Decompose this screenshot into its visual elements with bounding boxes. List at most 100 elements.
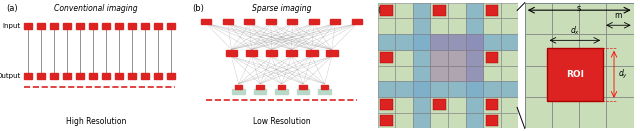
Bar: [154, 23, 163, 29]
Bar: [448, 50, 466, 66]
Bar: [278, 85, 285, 89]
Text: Low Resolution: Low Resolution: [253, 117, 310, 126]
Bar: [413, 81, 430, 97]
Bar: [413, 66, 430, 81]
Bar: [413, 113, 430, 128]
Bar: [430, 34, 448, 50]
Bar: [396, 97, 413, 113]
Bar: [246, 50, 257, 56]
Bar: [483, 34, 501, 50]
Bar: [500, 18, 518, 34]
Bar: [483, 3, 501, 18]
Bar: [257, 85, 264, 89]
Bar: [466, 34, 483, 50]
Bar: [244, 19, 254, 24]
Bar: [167, 23, 175, 29]
Bar: [483, 81, 501, 97]
Bar: [232, 89, 245, 94]
Text: (c): (c): [378, 6, 388, 15]
Bar: [275, 89, 288, 94]
Bar: [413, 97, 430, 113]
Bar: [226, 50, 237, 56]
Bar: [500, 50, 518, 66]
Bar: [448, 81, 466, 97]
Bar: [413, 3, 430, 18]
Bar: [486, 115, 499, 126]
Bar: [396, 3, 413, 18]
Text: Conventional imaging: Conventional imaging: [54, 4, 138, 13]
Bar: [413, 34, 430, 50]
Bar: [579, 34, 607, 66]
Bar: [466, 113, 483, 128]
Bar: [500, 3, 518, 18]
Bar: [430, 18, 448, 34]
Bar: [154, 73, 163, 79]
Bar: [448, 34, 466, 50]
Bar: [483, 18, 501, 34]
Bar: [448, 81, 466, 97]
Bar: [76, 23, 84, 29]
Bar: [430, 97, 448, 113]
Bar: [466, 66, 483, 81]
Bar: [413, 66, 430, 81]
Bar: [396, 66, 413, 81]
Bar: [466, 3, 483, 18]
Bar: [579, 97, 607, 128]
Bar: [378, 34, 396, 50]
Bar: [448, 50, 466, 66]
Bar: [128, 23, 136, 29]
Bar: [483, 97, 501, 113]
Bar: [525, 3, 552, 34]
Bar: [486, 5, 499, 16]
Bar: [466, 50, 483, 66]
Bar: [500, 97, 518, 113]
Text: s: s: [577, 4, 581, 13]
Bar: [378, 18, 396, 34]
Bar: [500, 81, 518, 97]
Bar: [500, 113, 518, 128]
Bar: [378, 50, 396, 66]
Bar: [50, 73, 58, 79]
Bar: [466, 81, 483, 97]
Bar: [552, 66, 579, 97]
Bar: [448, 34, 466, 50]
Bar: [483, 34, 501, 50]
Text: High Resolution: High Resolution: [66, 117, 126, 126]
Bar: [115, 73, 123, 79]
Bar: [607, 66, 634, 97]
Bar: [486, 52, 499, 63]
Bar: [466, 81, 483, 97]
Bar: [500, 34, 518, 50]
Bar: [102, 23, 110, 29]
Bar: [37, 23, 45, 29]
Bar: [500, 81, 518, 97]
Bar: [396, 81, 413, 97]
Bar: [607, 34, 634, 66]
Bar: [448, 113, 466, 128]
Bar: [413, 18, 430, 34]
Bar: [378, 34, 396, 50]
Bar: [318, 89, 331, 94]
Bar: [380, 99, 393, 110]
Bar: [89, 23, 97, 29]
Text: Output: Output: [0, 73, 20, 79]
Bar: [413, 50, 430, 66]
Bar: [525, 34, 552, 66]
Bar: [483, 81, 501, 97]
Bar: [24, 23, 32, 29]
Bar: [380, 5, 393, 16]
Bar: [466, 50, 483, 66]
Bar: [500, 34, 518, 50]
Bar: [141, 23, 149, 29]
Bar: [466, 18, 483, 34]
Bar: [430, 81, 448, 97]
Bar: [235, 85, 243, 89]
Bar: [202, 19, 211, 24]
Bar: [466, 81, 483, 97]
Text: $d_x$: $d_x$: [570, 24, 580, 37]
Bar: [396, 81, 413, 97]
Bar: [579, 3, 607, 34]
Bar: [466, 66, 483, 81]
Bar: [115, 23, 123, 29]
Bar: [76, 73, 84, 79]
